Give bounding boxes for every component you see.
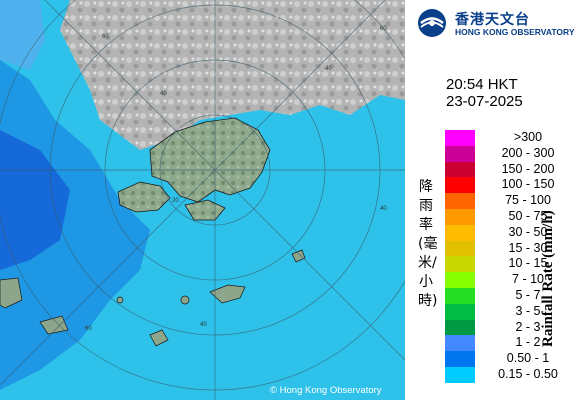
range-label: 40 [325, 66, 332, 72]
legend-label: 15 - 30 [508, 240, 548, 255]
island [209, 284, 246, 304]
legend-swatch [445, 193, 475, 209]
legend-label: 0.50 - 1 [506, 351, 550, 366]
legend-label: >300 [513, 130, 543, 144]
legend-swatch [445, 272, 475, 288]
legend-swatch [445, 319, 475, 336]
legend-label: 100 - 150 [501, 177, 555, 192]
legend-label: 3 - 5 [515, 303, 541, 318]
island [180, 295, 190, 305]
copyright-notice: © Hong Kong Observatory [270, 385, 382, 396]
legend-swatch [445, 130, 475, 146]
legend-swatch [445, 303, 475, 320]
range-ring-labels: 60 40 20 40 60 40 60 40 [85, 26, 387, 332]
observation-time: 20:54 HKT [446, 76, 518, 93]
legend-label: 10 - 15 [508, 256, 548, 271]
legend-swatch [445, 145, 475, 162]
island [291, 249, 306, 263]
legend-label: 2 - 3 [515, 319, 541, 334]
observation-date: 23-07-2025 [446, 93, 523, 110]
legend-label: 150 - 200 [501, 161, 555, 176]
rain-echo-light [0, 0, 45, 70]
logo-name-en: HONG KONG OBSERVATORY [455, 27, 575, 37]
legend-label: 1 - 2 [515, 335, 541, 350]
legend-swatch [445, 224, 475, 241]
legend-swatch [445, 240, 475, 257]
info-panel: 香港天文台 HONG KONG OBSERVATORY 20:54 HKT 23… [405, 0, 577, 400]
island [0, 277, 23, 309]
range-label: 60 [380, 26, 387, 32]
legend-swatch [445, 288, 475, 304]
legend-label: 200 - 300 [501, 145, 555, 160]
rain-echo-core [0, 130, 70, 270]
logo-name-zh: 香港天文台 [455, 12, 530, 28]
legend-swatch [445, 161, 475, 178]
island [149, 329, 169, 347]
range-rings [0, 0, 405, 400]
hko-emblem-icon [418, 9, 446, 37]
range-label: 60 [102, 34, 109, 40]
legend-swatch [445, 177, 475, 194]
legend-swatch [445, 256, 475, 273]
legend-label: 30 - 50 [508, 224, 548, 239]
range-label: 60 [85, 326, 92, 332]
lantau-island [117, 181, 171, 213]
legend-label: 50 - 75 [508, 209, 548, 223]
legend-label: 5 - 7 [515, 288, 541, 302]
island [116, 296, 124, 304]
legend-swatch [445, 209, 475, 225]
hko-logo: 香港天文台 HONG KONG OBSERVATORY [415, 6, 575, 42]
range-label: 40 [160, 91, 167, 97]
range-label: 20 [172, 198, 179, 204]
radar-map[interactable]: 60 40 20 40 60 40 60 40 © Hong Kong Obse… [0, 0, 405, 400]
mainland-cloud-cover [60, 0, 405, 150]
range-label: 40 [380, 206, 387, 212]
legend-swatch [445, 335, 475, 352]
legend-label: 0.15 - 0.50 [498, 367, 558, 381]
legend-label: 75 - 100 [505, 193, 551, 208]
legend-title-zh: 降雨率(毫米/小時) [418, 179, 438, 309]
island [39, 315, 69, 335]
legend-swatch [445, 351, 475, 367]
rain-echo-west [0, 60, 150, 390]
legend-title-en: Rainfall Rate (mm/h) [540, 210, 556, 347]
legend-label: 7 - 10 [512, 272, 544, 287]
legend-swatch [445, 367, 475, 383]
range-label: 40 [200, 322, 207, 328]
